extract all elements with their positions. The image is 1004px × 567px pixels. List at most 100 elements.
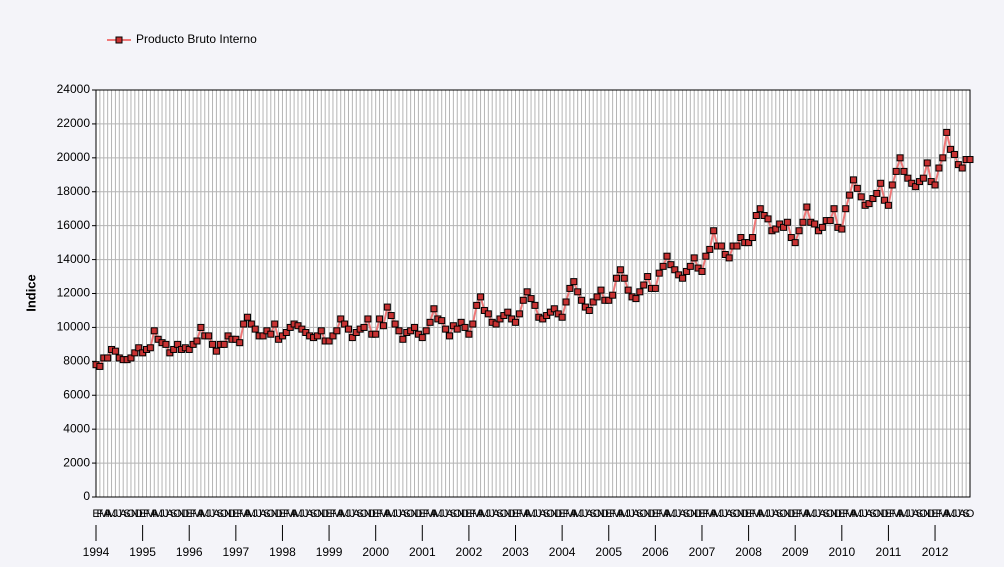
x-tick-label: A (197, 508, 205, 520)
marker (939, 154, 947, 162)
x-tick-label: M (99, 508, 108, 520)
x-tick-label: S (962, 508, 969, 520)
marker (236, 339, 244, 347)
x-tick-label: J (952, 508, 958, 520)
marker (888, 181, 896, 189)
x-tick-label: A (710, 508, 718, 520)
x-tick-label: J (625, 508, 631, 520)
marker (702, 252, 710, 260)
marker (935, 164, 943, 172)
marker (710, 227, 718, 235)
x-tick-label: M (666, 508, 675, 520)
x-tick-label: F (190, 508, 197, 520)
marker (271, 320, 279, 328)
x-tick-label: J (486, 508, 492, 520)
year-label: 2004 (549, 545, 576, 559)
x-tick-label: E (372, 508, 379, 520)
x-tick-label: J (303, 508, 309, 520)
year-label: 1996 (176, 545, 203, 559)
x-tick-label: M (472, 508, 481, 520)
x-tick-label: M (752, 508, 761, 520)
x-tick-label: N (877, 508, 885, 520)
x-tick-label: S (356, 508, 363, 520)
marker (566, 284, 574, 292)
marker (379, 322, 387, 330)
year-label: 2001 (409, 545, 436, 559)
x-tick-label: O (546, 508, 555, 520)
x-tick-label: J (862, 508, 868, 520)
x-tick-label: A (819, 508, 827, 520)
marker (442, 325, 450, 333)
marker (445, 332, 453, 340)
x-tick-label: S (123, 508, 130, 520)
x-tick-label: A (943, 508, 951, 520)
x-tick-label: J (536, 508, 542, 520)
marker (461, 323, 469, 331)
x-tick-label: E (325, 508, 332, 520)
x-tick-label: S (636, 508, 643, 520)
marker (818, 223, 826, 231)
marker (857, 193, 865, 201)
marker (430, 305, 438, 313)
x-tick-label: F (97, 508, 104, 520)
x-tick-label: J (299, 508, 305, 520)
marker (877, 179, 885, 187)
x-tick-label: F (889, 508, 896, 520)
x-tick-label: O (313, 508, 322, 520)
year-label: 1999 (316, 545, 343, 559)
x-tick-label: N (317, 508, 325, 520)
marker (150, 327, 158, 335)
marker (558, 313, 566, 321)
marker (698, 267, 706, 275)
year-label: 2000 (362, 545, 389, 559)
x-tick-label: N (644, 508, 652, 520)
x-tick-label: E (605, 508, 612, 520)
year-label: 2009 (782, 545, 809, 559)
marker (282, 329, 290, 337)
x-tick-label: D (741, 508, 749, 520)
x-tick-label: E (232, 508, 239, 520)
marker (240, 320, 248, 328)
y-tick-label: 20000 (57, 150, 91, 164)
marker (574, 288, 582, 296)
marker (360, 323, 368, 331)
x-tick-label: M (659, 508, 668, 520)
x-tick-label: J (350, 508, 356, 520)
marker (900, 167, 908, 175)
x-tick-label: A (896, 508, 904, 520)
x-tick-label: A (524, 508, 532, 520)
x-tick-label: A (213, 508, 221, 520)
x-tick-label: O (173, 508, 182, 520)
marker (457, 318, 465, 326)
x-tick-label: S (217, 508, 224, 520)
x-tick-label: J (579, 508, 585, 520)
marker (896, 154, 904, 162)
x-tick-label: M (480, 508, 489, 520)
marker (690, 254, 698, 262)
marker (717, 242, 725, 250)
x-tick-label: F (609, 508, 616, 520)
marker (376, 315, 384, 323)
marker (259, 332, 267, 340)
x-tick-label: O (593, 508, 602, 520)
x-tick-label: M (620, 508, 629, 520)
marker (846, 191, 854, 199)
marker (212, 347, 220, 355)
x-tick-label: A (430, 508, 438, 520)
marker (593, 293, 601, 301)
x-tick-label: M (247, 508, 256, 520)
x-tick-label: S (590, 508, 597, 520)
y-tick-label: 8000 (63, 354, 90, 368)
x-tick-label: F (283, 508, 290, 520)
x-tick-label: O (919, 508, 928, 520)
x-tick-label: E (652, 508, 659, 520)
x-tick-label: N (457, 508, 465, 520)
x-tick-label: M (293, 508, 302, 520)
x-tick-label: O (966, 508, 975, 520)
x-tick-label: J (489, 508, 495, 520)
marker (104, 354, 112, 362)
marker (838, 225, 846, 233)
x-tick-label: D (834, 508, 842, 520)
x-tick-label: O (872, 508, 881, 520)
x-tick-label: J (723, 508, 729, 520)
